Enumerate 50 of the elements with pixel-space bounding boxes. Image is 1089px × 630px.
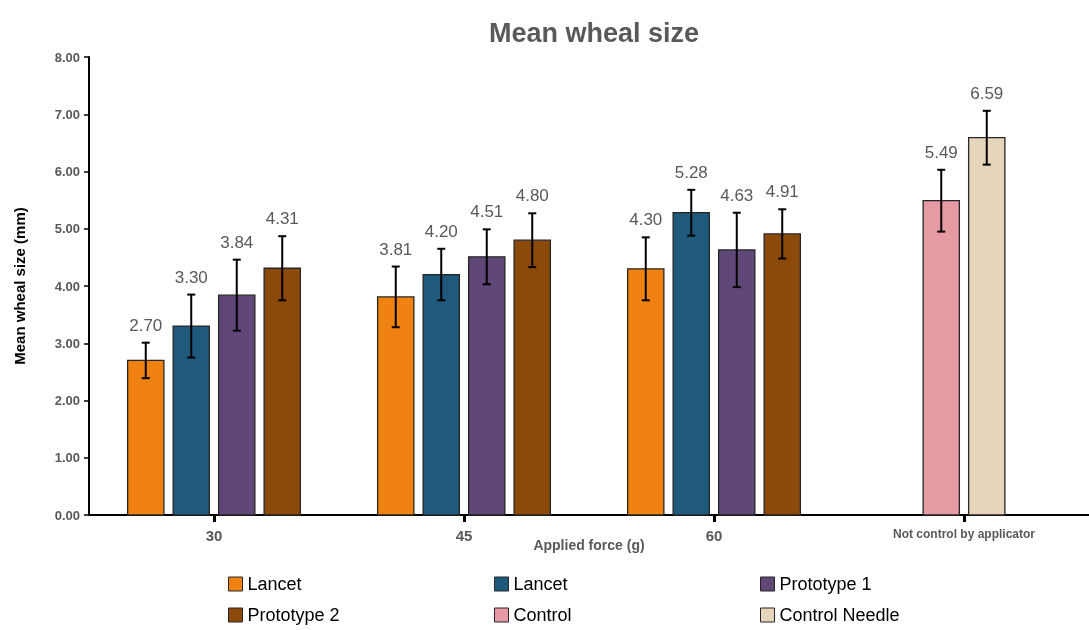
x-tick-label: Not control by applicator	[892, 527, 1036, 541]
legend-label: Control	[513, 605, 572, 625]
data-label: 6.59	[970, 83, 1004, 103]
y-tick-label: 7.00	[54, 106, 80, 122]
x-tick-label: 30	[205, 527, 223, 544]
bar	[263, 267, 302, 516]
y-tick-label: 4.00	[54, 278, 80, 294]
y-tick-label: 2.00	[54, 393, 80, 408]
data-label: 4.63	[720, 185, 754, 205]
legend-label: Lancet	[247, 574, 302, 594]
bar	[626, 268, 665, 516]
legend-label: Control Needle	[779, 605, 900, 625]
y-tick-label: 1.00	[54, 450, 80, 466]
bar	[467, 256, 506, 516]
bar	[126, 359, 165, 516]
bar	[217, 294, 256, 516]
chart-title: Mean wheal size	[488, 17, 700, 48]
x-tick-label: 45	[455, 527, 473, 544]
bar	[763, 233, 802, 516]
data-label: 4.30	[629, 210, 663, 230]
bar	[376, 296, 415, 516]
data-label: 4.20	[424, 221, 458, 241]
bar	[717, 249, 756, 516]
data-label: 3.84	[220, 232, 254, 252]
legend-label: Prototype 1	[779, 574, 872, 594]
y-tick-label: 0.00	[54, 507, 80, 523]
x-tick-label: 60	[705, 527, 723, 544]
y-tick-label: 6.00	[54, 164, 80, 179]
data-label: 4.91	[765, 182, 799, 202]
bar	[922, 200, 961, 516]
y-tick-label: 5.00	[54, 221, 80, 237]
bar	[172, 325, 211, 516]
legend-label: Prototype 2	[247, 605, 340, 625]
bar	[672, 212, 711, 516]
data-label: 5.28	[674, 162, 708, 182]
y-axis-title: Mean wheal size (mm)	[11, 207, 28, 365]
data-label: 5.49	[924, 142, 958, 162]
data-label: 4.80	[515, 186, 549, 206]
bar	[513, 239, 552, 516]
data-label: 3.30	[174, 267, 208, 287]
x-axis-title: Applied force (g)	[533, 537, 645, 553]
data-label: 2.70	[129, 315, 163, 335]
data-label: 4.31	[265, 209, 299, 229]
y-tick-label: 8.00	[54, 49, 80, 65]
data-label: 4.51	[470, 202, 504, 222]
bar	[967, 137, 1006, 516]
bar	[422, 273, 461, 516]
y-tick-label: 3.00	[54, 335, 80, 351]
legend-label: Lancet	[513, 574, 568, 594]
data-label: 3.81	[379, 239, 413, 259]
